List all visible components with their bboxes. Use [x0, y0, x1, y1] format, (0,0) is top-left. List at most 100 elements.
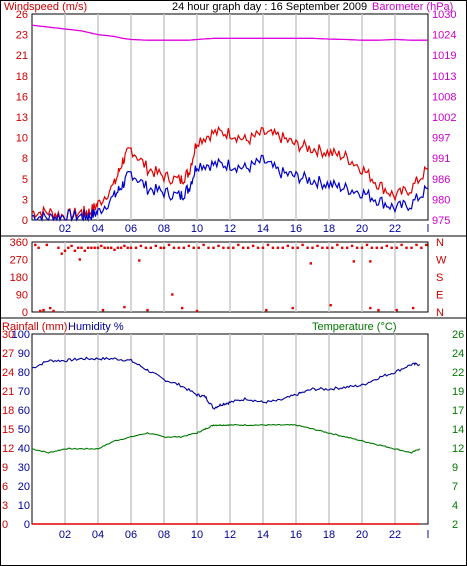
direction-point — [370, 246, 374, 249]
x-tick-label: 18 — [323, 529, 335, 541]
wind-average-line — [31, 154, 429, 223]
direction-point — [222, 246, 225, 249]
direction-point — [49, 306, 52, 310]
direction-point — [251, 244, 255, 248]
temperature-tick-label: 19 — [452, 386, 464, 398]
direction-point — [410, 246, 413, 249]
rainfall-tick-label: 6 — [2, 481, 8, 493]
barometer-tick-label: 1019 — [432, 50, 456, 62]
x-tick-label: 22 — [389, 223, 401, 235]
direction-point — [159, 246, 162, 249]
x-tick-label: 16 — [290, 529, 302, 541]
direction-point — [286, 244, 289, 248]
direction-point — [352, 260, 355, 263]
x-tick-label: 02 — [59, 223, 71, 235]
direction-point — [106, 246, 110, 249]
direction-point — [177, 246, 181, 249]
rainfall-tick-label: 18 — [2, 405, 14, 417]
direction-point — [73, 249, 77, 252]
direction-point — [227, 246, 230, 249]
compass-label: N — [436, 237, 444, 249]
x-tick-label: 06 — [125, 529, 137, 541]
grid-layer — [1, 13, 466, 525]
direction-point — [246, 246, 250, 249]
x-tick-label: 14 — [257, 223, 269, 235]
direction-tick-label: 90 — [16, 290, 28, 302]
direction-point — [167, 243, 171, 247]
barometer-tick-label: 1030 — [432, 9, 456, 21]
temperature-tick-label: 17 — [452, 405, 464, 417]
direction-point — [60, 252, 63, 255]
x-tick-label: 02 — [59, 529, 71, 541]
direction-point — [420, 246, 423, 249]
rainfall-tick-label: 3 — [2, 500, 8, 512]
humidity-line — [31, 356, 421, 410]
compass-label: W — [436, 255, 447, 267]
direction-point — [385, 244, 388, 248]
x-tick-label: 10 — [191, 223, 203, 235]
direction-point — [329, 304, 332, 307]
windspeed-tick-label: 23 — [16, 30, 28, 42]
direction-tick-label: 180 — [10, 272, 28, 284]
direction-point — [415, 243, 418, 247]
direction-point — [395, 246, 398, 249]
rainfall-tick-label: 12 — [2, 443, 14, 455]
direction-point — [326, 246, 329, 249]
direction-point — [377, 308, 380, 312]
direction-point — [57, 246, 60, 249]
rainfall-tick-label: 30 — [2, 329, 14, 341]
direction-point — [37, 246, 40, 249]
direction-point — [192, 246, 195, 249]
temperature-tick-label: 22 — [452, 367, 464, 379]
marks-layer — [31, 24, 429, 525]
direction-point — [195, 309, 199, 313]
x-tick-label: 04 — [92, 529, 104, 541]
temperature-tick-label: 7 — [452, 481, 458, 493]
direction-point — [116, 246, 119, 249]
x-tick-label: 18 — [323, 223, 335, 235]
direction-point — [291, 246, 294, 249]
windspeed-tick-label: 10 — [16, 133, 28, 145]
x-tick-label: 12 — [224, 529, 236, 541]
direction-point — [321, 246, 324, 249]
direction-tick-label: 360 — [10, 237, 28, 249]
windspeed-tick-label: 21 — [16, 50, 28, 62]
compass-label: S — [436, 272, 443, 284]
temperature-tick-label: 9 — [452, 462, 458, 474]
rainfall-tick-label: 0 — [2, 519, 8, 531]
direction-point — [39, 309, 42, 313]
direction-point — [42, 308, 45, 312]
windspeed-tick-label: 3 — [22, 194, 28, 206]
humidity-tick-label: 70 — [18, 386, 30, 398]
direction-point — [113, 248, 116, 251]
direction-point — [52, 309, 55, 313]
humidity-tick-label: 0 — [24, 519, 30, 531]
windspeed-tick-label: 16 — [16, 91, 28, 103]
temperature-axis-title: Temperature (°C) — [312, 321, 396, 333]
direction-point — [90, 246, 93, 249]
direction-point — [365, 243, 369, 247]
direction-point — [350, 244, 354, 248]
direction-point — [119, 246, 123, 249]
direction-point — [212, 246, 215, 249]
x-tick-label: 04 — [92, 223, 104, 235]
windspeed-tick-label: 18 — [16, 71, 28, 83]
barometer-line — [31, 24, 428, 41]
direction-point — [271, 246, 275, 249]
temperature-tick-label: 2 — [452, 519, 458, 531]
temperature-line — [31, 423, 421, 454]
compass-label: N — [436, 307, 444, 319]
direction-point — [67, 246, 70, 249]
direction-point — [83, 249, 86, 252]
humidity-tick-label: 20 — [18, 481, 30, 493]
direction-point — [86, 246, 90, 249]
direction-tick-label: 270 — [10, 255, 28, 267]
direction-point — [146, 308, 149, 312]
humidity-tick-label: 90 — [18, 348, 30, 360]
windspeed-tick-label: 5 — [22, 174, 28, 186]
direction-point — [103, 246, 106, 249]
windspeed-tick-label: 0 — [22, 215, 28, 227]
direction-point — [134, 246, 138, 249]
direction-point — [101, 308, 105, 312]
axes-layer: 0202040406060808101012121414161618182020… — [2, 9, 464, 541]
